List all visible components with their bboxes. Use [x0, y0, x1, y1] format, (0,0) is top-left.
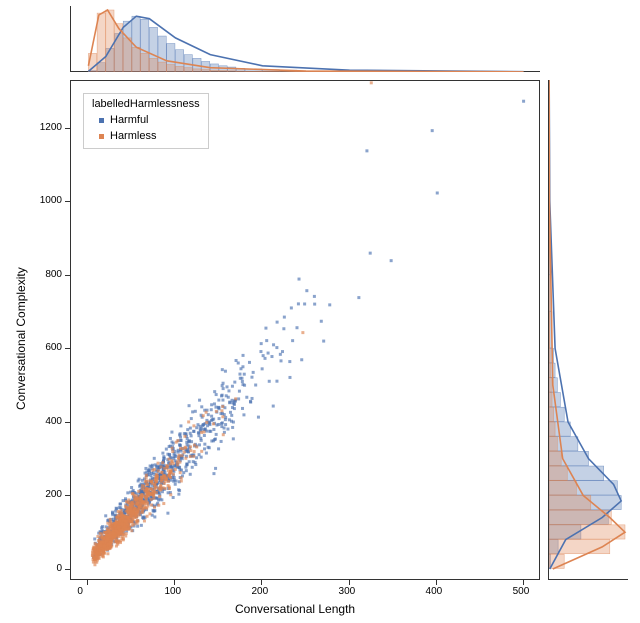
y-tick-label: 1000 — [22, 195, 62, 206]
scatter-plot: labelledHarmlessness Harmful Harmless — [70, 80, 540, 580]
y-tick-label: 600 — [22, 342, 62, 353]
legend-dot-harmless — [99, 134, 104, 139]
legend-title: labelledHarmlessness — [92, 98, 200, 110]
x-tick-label: 0 — [77, 586, 83, 597]
x-tick-label: 300 — [339, 586, 356, 597]
right-marginal-svg — [549, 80, 629, 580]
legend-row-harmful: Harmful — [92, 112, 200, 128]
y-tick-label: 0 — [22, 563, 62, 574]
y-axis-label: Conversational Complexity — [14, 267, 28, 410]
x-tick-label: 200 — [251, 586, 268, 597]
legend: labelledHarmlessness Harmful Harmless — [83, 93, 209, 149]
legend-label-harmless: Harmless — [110, 130, 156, 142]
right-marginal-histogram — [548, 80, 628, 580]
y-tick-label: 1200 — [22, 122, 62, 133]
scatter-svg — [71, 81, 541, 581]
x-axis-label: Conversational Length — [235, 602, 355, 616]
legend-label-harmful: Harmful — [110, 114, 149, 126]
legend-dot-harmful — [99, 118, 104, 123]
joint-plot-figure: labelledHarmlessness Harmful Harmless Co… — [0, 0, 640, 623]
top-marginal-svg — [71, 6, 541, 72]
x-tick-label: 500 — [513, 586, 530, 597]
x-tick-label: 400 — [426, 586, 443, 597]
y-tick-label: 800 — [22, 269, 62, 280]
legend-marker-harmless — [92, 134, 110, 139]
legend-marker-harmful — [92, 118, 110, 123]
y-tick-label: 200 — [22, 489, 62, 500]
x-tick-label: 100 — [164, 586, 181, 597]
legend-row-harmless: Harmless — [92, 128, 200, 144]
top-marginal-histogram — [70, 6, 540, 72]
y-tick-label: 400 — [22, 416, 62, 427]
